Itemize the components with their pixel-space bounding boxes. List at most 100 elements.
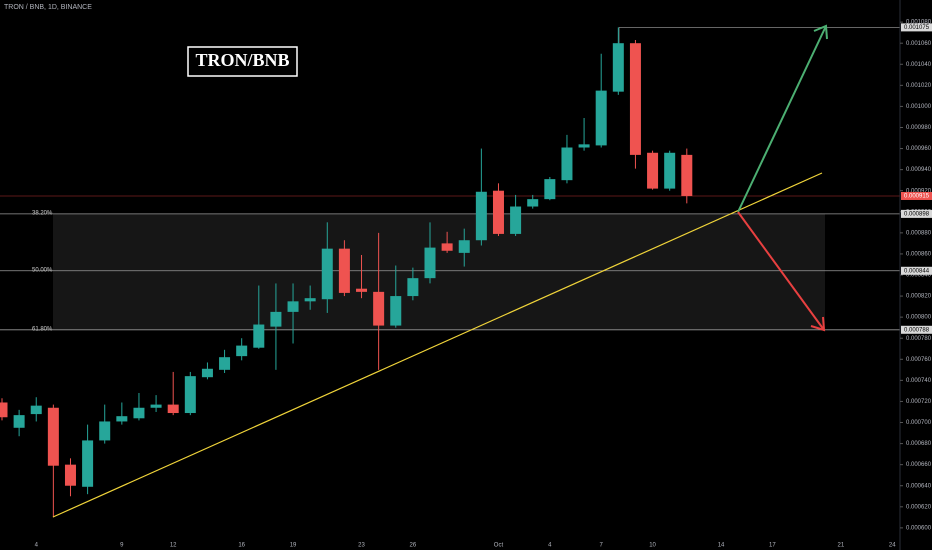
y-tick-label: 0.000720 xyxy=(906,399,932,405)
y-tick-label: 0.001020 xyxy=(906,83,932,89)
candle-body xyxy=(612,43,624,92)
candle-body xyxy=(64,464,76,486)
x-tick-label: 7 xyxy=(600,543,604,549)
price-axis: 0.000600 0.000620 0.000640 0.000660 0.000680… xyxy=(35,20,932,549)
y-tick-label: 0.000960 xyxy=(906,146,932,152)
fib-price-label-box xyxy=(901,266,932,275)
label-box xyxy=(187,46,298,77)
high-marker-label: 0.001075 xyxy=(904,25,930,31)
candle-body xyxy=(510,206,522,234)
x-tick-label: 16 xyxy=(238,543,245,549)
candle-body xyxy=(664,152,676,189)
y-tick-label: 0.000600 xyxy=(906,525,932,531)
x-tick-label: 12 xyxy=(170,543,177,549)
y-tick-label: 0.000860 xyxy=(906,252,932,258)
x-tick-label: 19 xyxy=(290,543,297,549)
down-arrow xyxy=(737,211,826,332)
candle-body xyxy=(390,296,402,326)
candle-body xyxy=(150,404,162,408)
candle-body xyxy=(629,43,641,155)
up-arrow xyxy=(737,24,828,213)
candle-body xyxy=(133,407,145,419)
candle-body xyxy=(321,248,333,300)
y-tick-label: 0.000680 xyxy=(906,441,932,447)
y-tick-label: 0.000880 xyxy=(906,230,932,236)
fib-label: 61.80% xyxy=(32,326,53,332)
fib-price-label-box xyxy=(901,209,932,218)
fib-price-label: 0.000844 xyxy=(904,268,930,274)
fib-label: 50.00% xyxy=(32,267,53,273)
y-tick-label: 0.000920 xyxy=(906,188,932,194)
x-tick-label: 21 xyxy=(838,543,845,549)
y-tick-label: 0.000780 xyxy=(906,336,932,342)
fib-price-label: 0.000788 xyxy=(904,327,930,333)
candle-body xyxy=(356,288,368,292)
y-tick-label: 0.001040 xyxy=(906,62,932,68)
candle-body xyxy=(82,440,94,487)
x-tick-label: 10 xyxy=(649,543,656,549)
x-tick-label: 4 xyxy=(35,543,39,549)
y-tick-label: 0.000800 xyxy=(906,315,932,321)
fib-zone xyxy=(53,213,825,330)
candle-body xyxy=(578,144,590,148)
candle-body xyxy=(441,243,453,251)
fib-zone-group: 38.20% 50.00% 61.80% xyxy=(0,26,900,332)
x-tick-label: 23 xyxy=(358,543,365,549)
y-tick-label: 0.000980 xyxy=(906,125,932,131)
y-tick-label: 0.000640 xyxy=(906,483,932,489)
y-tick-label: 0.001000 xyxy=(906,104,932,110)
x-tick-label: 17 xyxy=(769,543,776,549)
candle-body xyxy=(681,154,693,196)
high-marker-label-box xyxy=(901,23,932,32)
candle-body xyxy=(373,291,385,326)
fib-label: 38.20% xyxy=(32,210,53,216)
candle-body xyxy=(287,301,299,312)
candle-body xyxy=(184,376,196,414)
chart-title: TRON / BNB, 1D, BINANCE xyxy=(4,4,92,11)
candle-body xyxy=(99,421,111,441)
y-tick-label: 0.000740 xyxy=(906,378,932,384)
x-tick-label: Oct xyxy=(494,543,504,549)
y-tick-label: 0.000660 xyxy=(906,462,932,468)
x-tick-label: 26 xyxy=(410,543,417,549)
y-tick-label: 0.001080 xyxy=(906,20,932,26)
candle-body xyxy=(30,405,42,415)
candle-body xyxy=(475,191,487,241)
fib-price-label: 0.000898 xyxy=(904,211,930,217)
candle-body xyxy=(544,179,556,200)
last-price-label: 0.000915 xyxy=(904,194,930,200)
y-tick-label: 0.000840 xyxy=(906,273,932,279)
candle-body xyxy=(561,147,573,181)
y-tick-label: 0.001060 xyxy=(906,41,932,47)
candle-body xyxy=(304,298,316,302)
candle-body xyxy=(236,345,248,357)
y-tick-label: 0.000700 xyxy=(906,420,932,426)
last-price-label-box xyxy=(901,191,932,200)
y-tick-label: 0.000820 xyxy=(906,294,932,300)
x-tick-label: 9 xyxy=(120,543,124,549)
candle-body xyxy=(595,90,607,146)
trend-line xyxy=(52,172,823,518)
candle-body xyxy=(492,190,504,234)
candle-body xyxy=(0,402,8,418)
candle-body xyxy=(201,368,213,378)
plot xyxy=(0,27,693,518)
y-tick-label: 0.000620 xyxy=(906,504,932,510)
candle-body xyxy=(458,240,470,253)
candle-body xyxy=(167,404,179,414)
fib-price-label-box xyxy=(901,325,932,334)
candle-body xyxy=(253,324,265,348)
candle-body xyxy=(116,416,128,422)
candle-body xyxy=(407,278,419,297)
candle-body xyxy=(647,152,659,189)
x-tick-label: 14 xyxy=(718,543,725,549)
candle-body xyxy=(527,199,539,207)
label: TRON/BNB xyxy=(195,50,289,70)
candle-body xyxy=(13,415,25,428)
candle-body xyxy=(270,311,282,327)
y-tick-label: 0.000760 xyxy=(906,357,932,363)
candle-body xyxy=(47,407,59,466)
x-tick-label: 4 xyxy=(548,543,552,549)
candle-body xyxy=(424,247,436,279)
